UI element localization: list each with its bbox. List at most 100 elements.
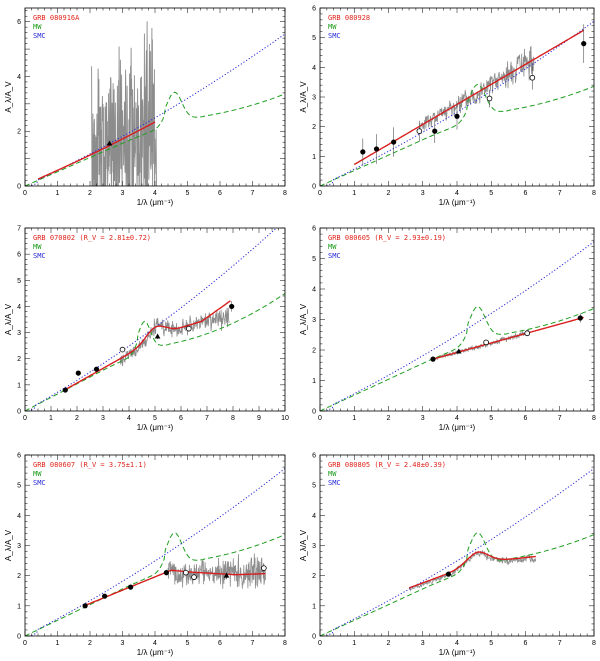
y-axis-label: A_λ/A_V bbox=[4, 81, 13, 113]
data-point-open bbox=[483, 339, 489, 346]
legend-mw: MW bbox=[33, 23, 42, 31]
data-point-open bbox=[186, 325, 192, 332]
x-tick-label: 7 bbox=[205, 415, 209, 422]
data-point bbox=[75, 370, 81, 376]
plot-area bbox=[25, 228, 285, 411]
y-axis-label: A_λ/A_V bbox=[299, 303, 308, 335]
x-tick-label: 2 bbox=[387, 640, 391, 647]
x-tick-label: 6 bbox=[218, 640, 222, 647]
y-tick-label: 4 bbox=[17, 74, 21, 81]
data-point bbox=[229, 303, 235, 310]
spectrum-line bbox=[418, 45, 535, 134]
x-tick-label: 7 bbox=[251, 640, 255, 647]
data-point bbox=[163, 570, 169, 576]
y-tick-label: 2 bbox=[312, 124, 316, 131]
data-point-open bbox=[486, 95, 493, 102]
x-tick-label: 8 bbox=[592, 415, 596, 422]
legend-title: GRB 080805 (R_V = 2.48±0.39) bbox=[328, 461, 446, 469]
x-tick-label: 0 bbox=[23, 415, 27, 422]
data-point bbox=[430, 356, 436, 362]
fit-curve bbox=[37, 121, 156, 180]
y-tick-label: 3 bbox=[312, 95, 316, 102]
data-point bbox=[432, 128, 438, 134]
x-tick-label: 10 bbox=[281, 415, 289, 422]
panel-4: 1 2 3 4 5 6 7 8 00 1 2 3 4 5 6 1/λ (μm⁻¹) A_λ/A_V GRB 080… bbox=[299, 226, 596, 433]
mw-curve bbox=[320, 532, 594, 636]
mw-curve bbox=[25, 532, 285, 636]
y-tick-label: 6 bbox=[17, 19, 21, 26]
y-tick-label: 0 bbox=[17, 184, 21, 191]
x-tick-label: 3 bbox=[121, 190, 125, 197]
mw-curve bbox=[25, 292, 285, 411]
legend-title: GRB 070802 (R_V = 2.81±0.72) bbox=[33, 234, 151, 242]
y-tick-label: 2 bbox=[17, 356, 21, 363]
axes-frame bbox=[319, 454, 595, 637]
legend-title: GRB 080928 bbox=[328, 14, 370, 22]
x-tick-label: 4 bbox=[455, 190, 459, 197]
x-tick-label: 3 bbox=[421, 415, 425, 422]
data-point bbox=[102, 593, 108, 599]
x-tick-label: 1 bbox=[352, 415, 356, 422]
legend-mw: MW bbox=[33, 470, 42, 478]
y-tick-label: 4 bbox=[17, 513, 21, 520]
x-tick-label: 6 bbox=[179, 415, 183, 422]
legend-mw: MW bbox=[33, 243, 42, 251]
y-axis-label: A_λ/A_V bbox=[4, 303, 13, 335]
plot-area bbox=[320, 468, 594, 636]
data-point-triangle bbox=[223, 572, 230, 578]
data-point bbox=[62, 387, 68, 393]
x-tick-label: 0 bbox=[23, 640, 27, 647]
y-axis-label: A_λ/A_V bbox=[4, 529, 13, 561]
legend-smc: SMC bbox=[328, 32, 341, 40]
plot-area bbox=[25, 21, 285, 186]
panel-1: 1 2 3 4 5 6 7 8 00 2 4 6 1/λ (μm⁻¹) A_λ/A_V GRB 080916… bbox=[4, 7, 287, 207]
spectrum-line bbox=[91, 21, 158, 186]
y-tick-label: 0 bbox=[17, 409, 21, 416]
x-tick-label: 5 bbox=[153, 415, 157, 422]
legend-smc: SMC bbox=[328, 252, 341, 260]
data-point bbox=[577, 315, 583, 321]
smc-curve bbox=[25, 33, 285, 186]
x-tick-label: 0 bbox=[23, 190, 27, 197]
data-point-open bbox=[524, 330, 531, 337]
x-axis-label: 1/λ (μm⁻¹) bbox=[439, 198, 476, 207]
data-point bbox=[128, 584, 134, 590]
x-tick-label: 0 bbox=[318, 640, 322, 647]
y-tick-label: 2 bbox=[312, 348, 316, 355]
x-tick-label: 8 bbox=[283, 640, 287, 647]
fit-curve bbox=[63, 300, 231, 391]
data-point bbox=[581, 41, 587, 47]
y-tick-label: 5 bbox=[312, 35, 316, 42]
y-tick-label: 2 bbox=[312, 573, 316, 580]
legend-title: GRB 080605 (R_V = 2.93±0.19) bbox=[328, 234, 446, 242]
y-tick-label: 6 bbox=[312, 226, 316, 233]
x-axis-label: 1/λ (μm⁻¹) bbox=[137, 648, 174, 657]
data-point-triangle bbox=[106, 140, 113, 146]
y-tick-label: 1 bbox=[312, 154, 316, 161]
data-point-open bbox=[191, 574, 197, 580]
x-tick-label: 1 bbox=[56, 190, 60, 197]
y-tick-label: 0 bbox=[312, 184, 316, 191]
legend-mw: MW bbox=[328, 470, 337, 478]
data-point-open bbox=[529, 74, 536, 81]
legend-smc: SMC bbox=[33, 32, 46, 40]
y-tick-label: 0 bbox=[312, 634, 316, 641]
y-tick-label: 4 bbox=[312, 513, 316, 520]
x-tick-label: 6 bbox=[524, 190, 528, 197]
panel-3: 1 2 3 4 5 6 7 8 9 10 00 1 2 3 4 5 6 7 1/λ (μm⁻¹) A_λ/A_V GRB… bbox=[4, 226, 289, 433]
y-tick-label: 3 bbox=[17, 543, 21, 550]
y-tick-label: 5 bbox=[312, 256, 316, 263]
spectrum-line bbox=[119, 307, 230, 367]
fit-curve bbox=[84, 569, 266, 607]
panel-2: 1 2 3 4 5 6 7 8 00 1 2 3 4 5 6 1/λ (μm⁻¹) A_λ/A_V GRB 080… bbox=[299, 6, 596, 208]
mw-curve bbox=[320, 83, 594, 186]
x-tick-label: 1 bbox=[49, 415, 53, 422]
x-tick-label: 7 bbox=[251, 190, 255, 197]
legend-mw: MW bbox=[328, 243, 337, 251]
plot-area bbox=[25, 468, 285, 636]
x-tick-label: 0 bbox=[318, 415, 322, 422]
spectrum-line bbox=[408, 549, 537, 592]
x-tick-label: 5 bbox=[489, 415, 493, 422]
data-point bbox=[445, 571, 452, 577]
